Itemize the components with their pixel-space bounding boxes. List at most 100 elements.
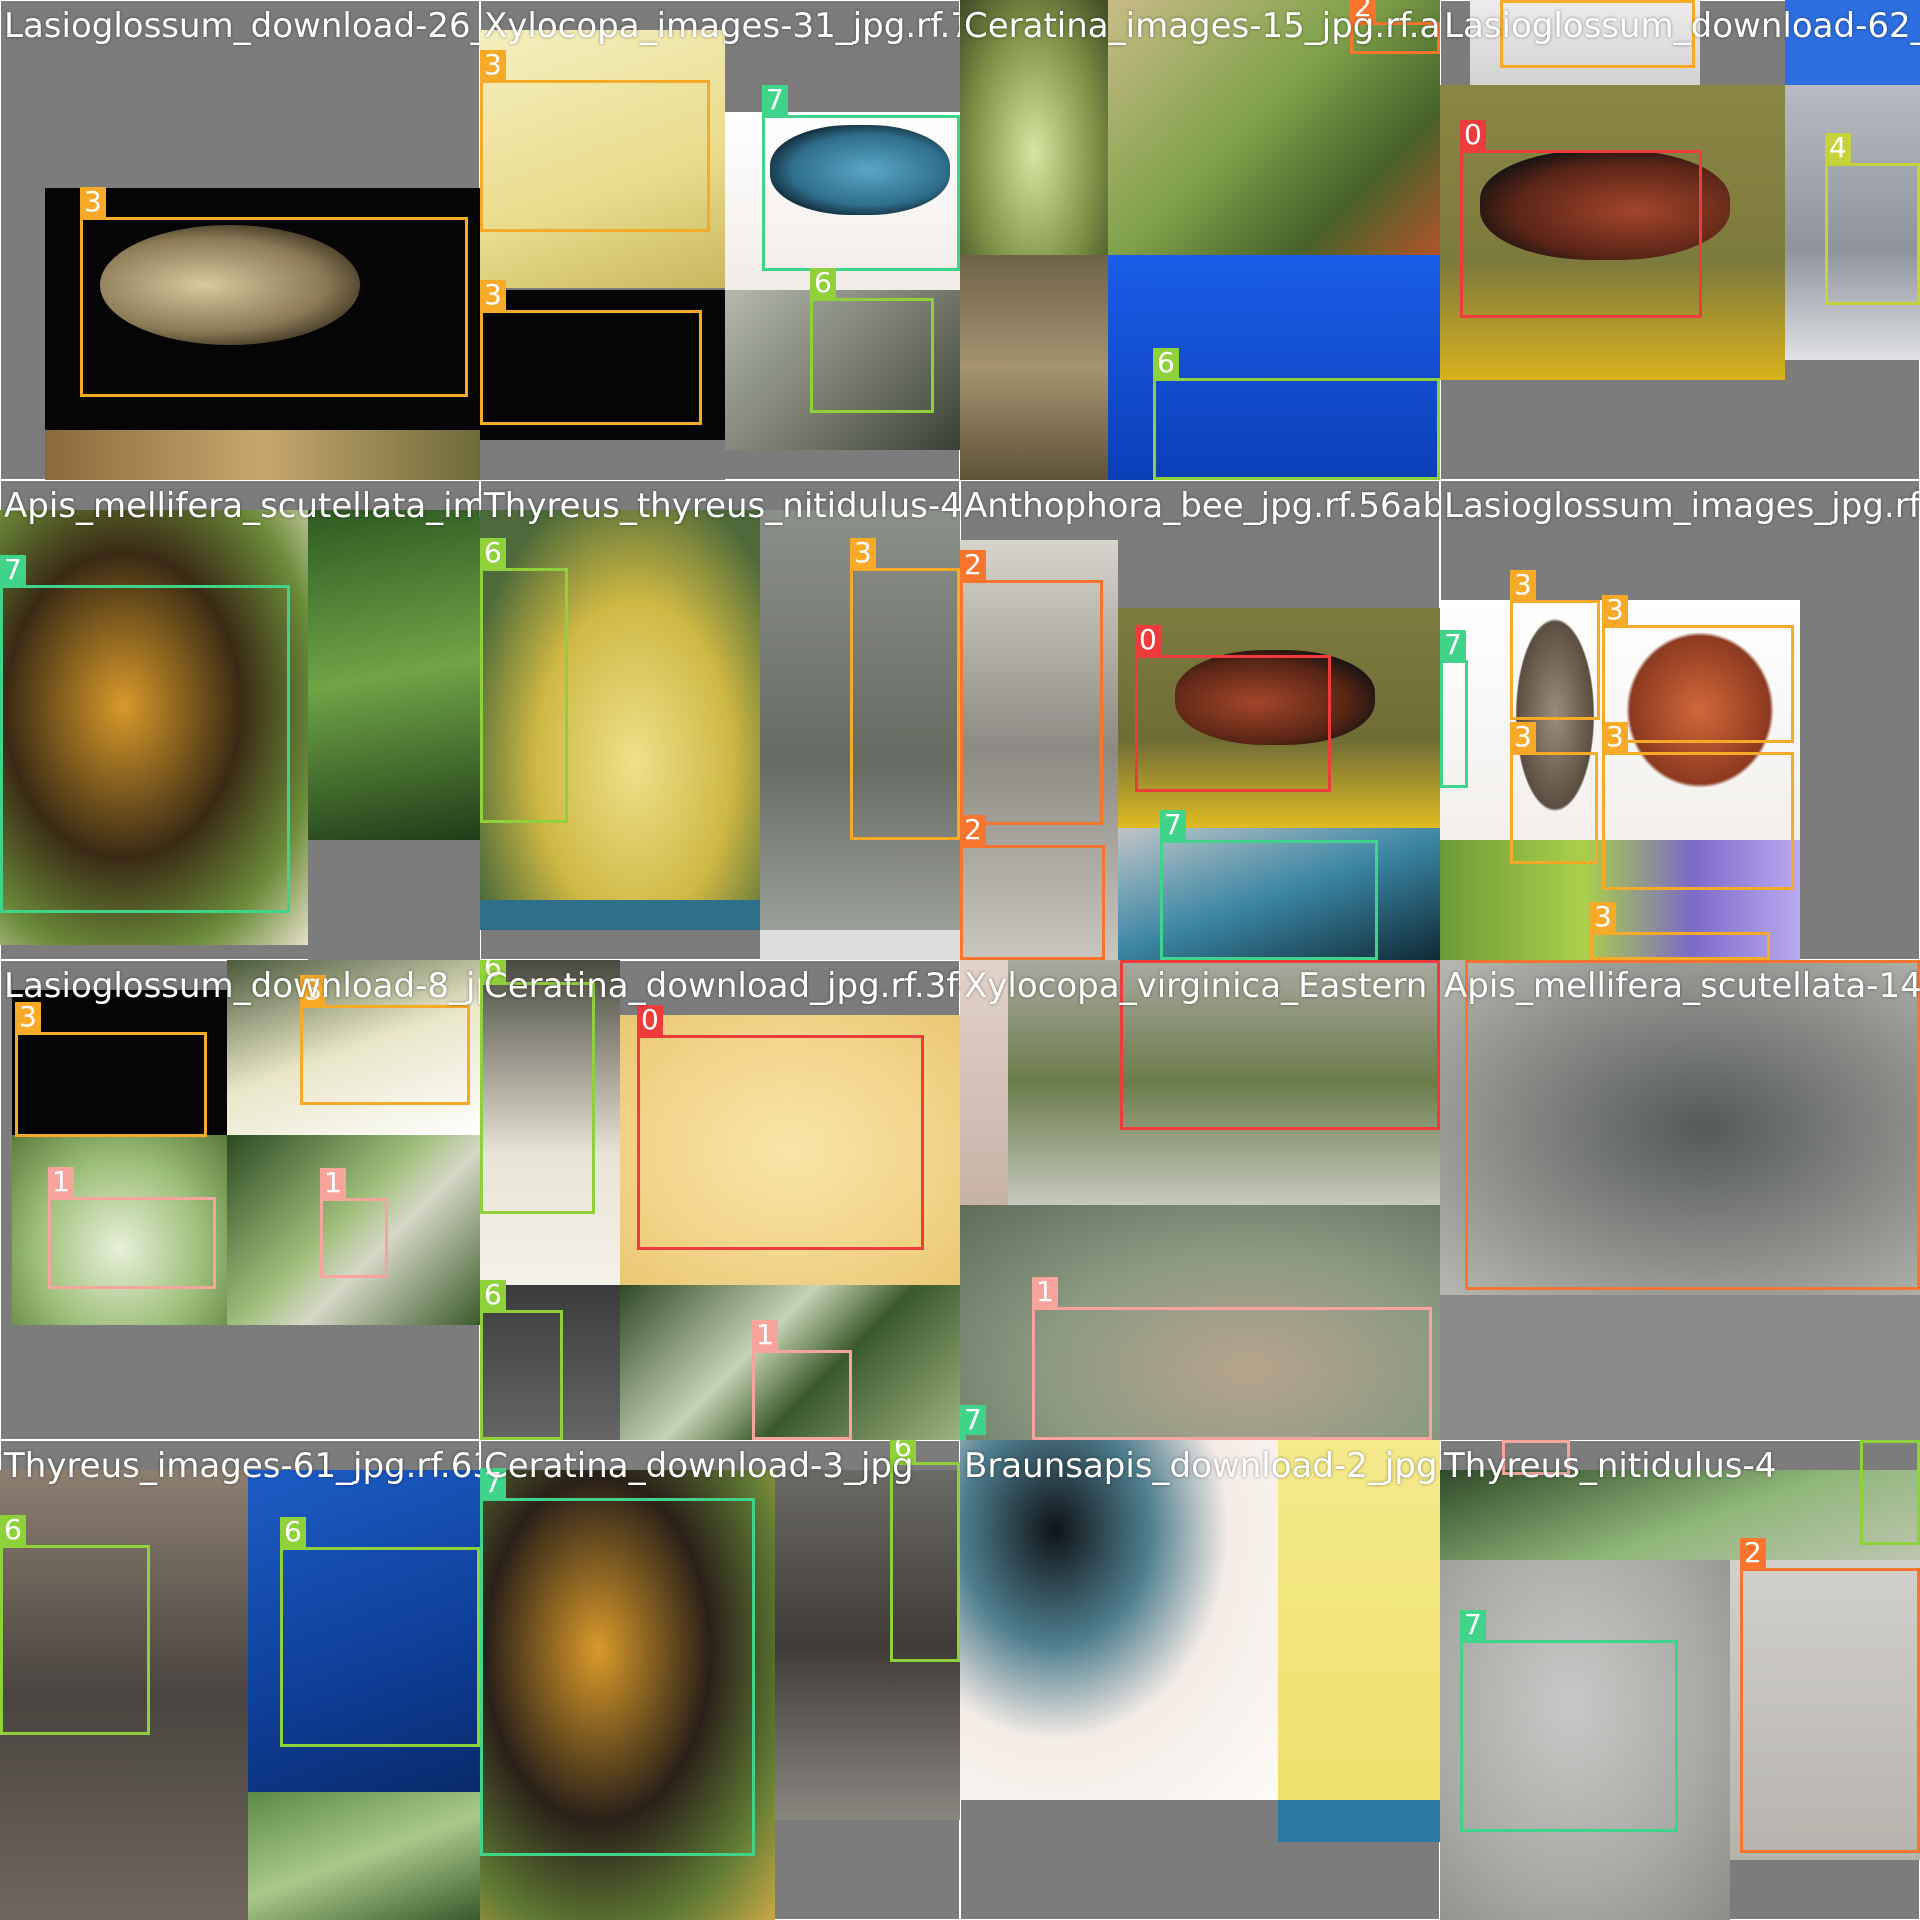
image-tile: [308, 840, 480, 960]
class-tag: 1: [1032, 1277, 1058, 1307]
image-tile: [480, 900, 760, 930]
image-tile: [1440, 1295, 1920, 1440]
class-tag: 6: [890, 1440, 916, 1462]
mosaic-cell: Apis_mellifera_scutellata_images-15_jpg …: [0, 480, 480, 960]
bbox: 2: [960, 815, 1105, 960]
image-tile: [480, 440, 725, 480]
class-tag: 1: [48, 1167, 74, 1197]
image-tile: [308, 510, 480, 840]
bbox: 4: [1825, 133, 1920, 305]
bbox: 1: [1502, 1440, 1570, 1475]
image-tile: [0, 510, 308, 945]
class-tag: 6: [1153, 348, 1179, 378]
class-tag: 3: [1602, 595, 1628, 625]
image-caption: Lasioglossum_download-26_jpg.rf.1a47f023: [4, 6, 480, 46]
image-tile: [1440, 1560, 1730, 1920]
bbox: 3: [1510, 722, 1598, 864]
bbox: 3: [80, 187, 468, 397]
image-tile: [1610, 615, 1790, 805]
bbox: 0: [1135, 625, 1331, 792]
class-tag: 7: [762, 85, 788, 115]
image-tile: [480, 30, 725, 288]
image-tile: [480, 960, 620, 1285]
image-tile: [960, 540, 1118, 960]
class-tag: 6: [480, 960, 506, 982]
bbox: 2: [960, 550, 1103, 825]
bbox: 6: [890, 1440, 960, 1662]
bbox: 6: [1153, 348, 1440, 480]
class-tag: 3: [300, 975, 326, 1005]
bbox: 2: [1350, 0, 1440, 54]
bbox: 7: [480, 1468, 755, 1856]
bbox: 1: [320, 1168, 388, 1278]
bbox: 2: [1465, 960, 1920, 1290]
mosaic-cell: Thyreus_images-61_jpg.rf.63991e44f 6 6: [0, 1440, 480, 1920]
bee-shape: [100, 225, 360, 345]
image-tile: [960, 1205, 1440, 1440]
bbox: 7: [1440, 630, 1468, 788]
mosaic-cell: Ceratina_download-3_jpg 7 6: [480, 1440, 960, 1920]
image-tile: [1730, 1560, 1920, 1860]
class-tag: 6: [480, 1280, 506, 1310]
image-tile: [1785, 85, 1920, 360]
class-tag: 3: [850, 538, 876, 568]
image-tile: [760, 930, 960, 960]
bbox: 7: [762, 85, 960, 271]
class-tag: 7: [1160, 810, 1186, 840]
bbox: 3: [1510, 570, 1600, 720]
image-tile: [12, 990, 227, 1135]
mosaic-cell: Xylocopa_images-31_jpg.rf.7f1e8f1a89633 …: [480, 0, 960, 480]
image-tile: [1278, 1440, 1440, 1800]
bbox: 3: [300, 975, 470, 1105]
image-tile: [620, 1015, 960, 1285]
image-tile: [227, 1135, 480, 1325]
class-tag: 7: [1440, 630, 1466, 660]
mosaic-cell: Ceratina_images-15_jpg.rf.a1c96b2 2 6: [960, 0, 1440, 480]
bbox: 1: [1032, 1277, 1432, 1440]
image-tile: [1440, 840, 1800, 960]
class-tag: 1: [752, 1320, 778, 1350]
image-tile: [620, 1285, 960, 1440]
image-tile: [1278, 1800, 1440, 1842]
class-tag: 7: [0, 555, 26, 585]
class-tag: 0: [1460, 120, 1486, 150]
image-tile: [760, 510, 960, 930]
image-tile: [227, 960, 480, 1135]
class-tag: 6: [480, 538, 506, 568]
bbox: 7: [1160, 810, 1378, 960]
class-tag: 7: [960, 1405, 986, 1435]
class-tag: 3: [1602, 722, 1628, 752]
bbox: 0: [1460, 120, 1702, 318]
class-tag: 3: [1590, 902, 1616, 932]
image-tile: [775, 1470, 960, 1820]
bbox: 0: [637, 1005, 924, 1250]
image-tile: [480, 290, 725, 440]
image-tile: [960, 1440, 1278, 1800]
image-tile: [960, 960, 1008, 1205]
bbox: 6: [480, 960, 595, 1214]
class-tag: 0: [1135, 625, 1161, 655]
class-tag: 3: [80, 187, 106, 217]
bbox: 3: [480, 50, 710, 232]
class-tag: 3: [15, 1002, 41, 1032]
bee-shape: [770, 125, 950, 215]
image-tile: [1108, 0, 1440, 255]
bbox: 6: [810, 268, 934, 413]
image-caption: Lasioglossum_images_jpg.rf: [1444, 486, 1920, 526]
mosaic-cell: Lasioglossum_images_jpg.rf 3 3 7 3 3 3: [1440, 480, 1920, 960]
class-tag: 2: [1350, 0, 1376, 22]
bbox: 7: [1460, 1610, 1678, 1832]
image-tile: [725, 30, 960, 112]
bbox: 2: [1740, 1538, 1920, 1853]
class-tag: 3: [1510, 570, 1536, 600]
class-tag: 6: [280, 1517, 306, 1547]
bbox: 6: [1860, 1440, 1920, 1545]
mosaic-cell: Lasioglossum_download-26_jpg.rf.1a47f023…: [0, 0, 480, 480]
mosaic-cell: Braunsapis_download-2_jpg: [960, 1440, 1440, 1920]
image-tile: [1785, 0, 1920, 85]
bbox: 1: [752, 1320, 852, 1440]
image-tile: [1440, 960, 1920, 1295]
bbox: 6: [0, 1515, 150, 1735]
image-tile: [1118, 828, 1440, 960]
